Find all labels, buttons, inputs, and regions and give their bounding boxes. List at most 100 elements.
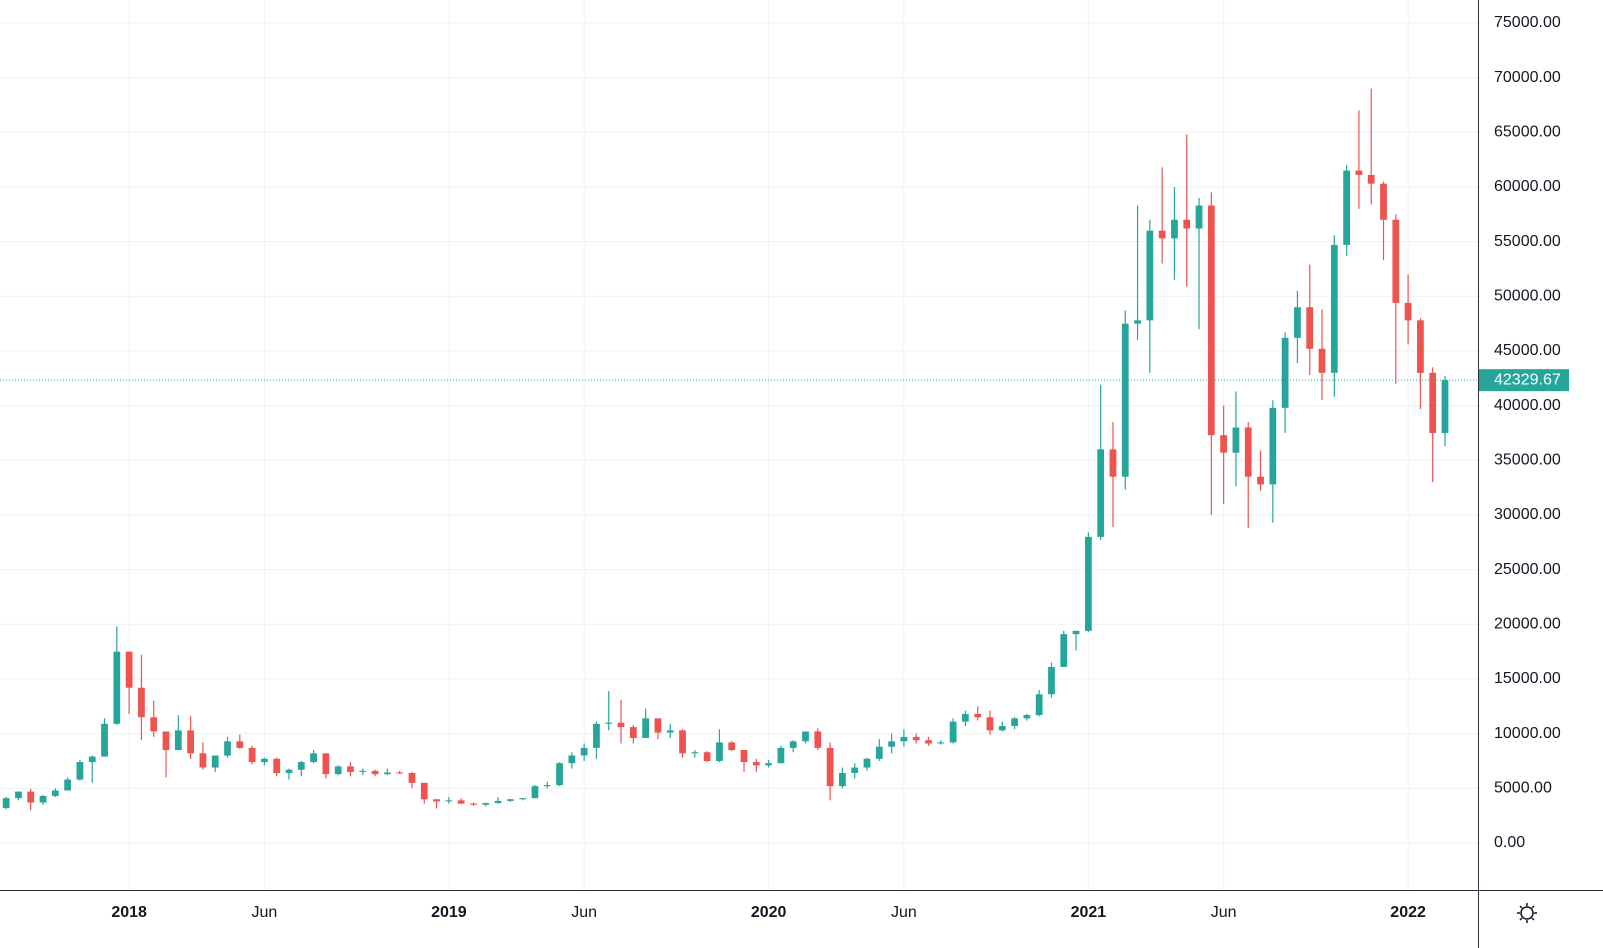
candle-body (1220, 435, 1228, 453)
candle-body (826, 747, 834, 787)
x-tick-label: 2022 (1390, 904, 1426, 921)
candle-body (752, 762, 760, 766)
candle-body (76, 762, 84, 780)
candle-body (679, 730, 686, 754)
candle-body (236, 741, 244, 748)
y-tick-label: 40000.00 (1494, 397, 1561, 414)
candle-body (445, 800, 453, 802)
candle-body (1380, 183, 1387, 220)
candle-body (1244, 427, 1252, 477)
candle-body (765, 763, 772, 766)
y-tick-label: 20000.00 (1494, 616, 1561, 633)
candle-body (347, 766, 354, 772)
candle-body (974, 713, 982, 718)
y-tick-label: 5000.00 (1494, 780, 1552, 797)
x-tick-label: Jun (1211, 904, 1237, 921)
candle-body (101, 723, 108, 757)
candle-body (789, 741, 797, 748)
candle-body (384, 772, 391, 775)
candle-body (334, 766, 342, 775)
candle-body (703, 752, 711, 761)
candle-body (261, 758, 268, 763)
candle-body (297, 762, 305, 770)
x-tick-label: 2021 (1071, 904, 1107, 921)
candle-body (716, 742, 723, 761)
candle-body (777, 747, 785, 764)
x-tick-label: Jun (891, 904, 917, 921)
gear-teeth (1517, 903, 1537, 923)
candle-body (125, 651, 133, 688)
candle-body (691, 752, 699, 754)
candle-body (273, 758, 281, 774)
candle-body (802, 731, 809, 742)
candle-body (617, 722, 625, 728)
y-tick-label: 75000.00 (1494, 14, 1561, 31)
y-tick-label: 0.00 (1494, 834, 1525, 851)
candle-body (1072, 630, 1080, 635)
candle-body (1355, 170, 1363, 175)
candle-body (605, 722, 613, 724)
candle-body (396, 772, 404, 774)
candle-body (629, 727, 637, 739)
candle-body (1171, 219, 1178, 239)
candle-body (2, 798, 10, 808)
candle-body (39, 795, 47, 803)
candle-body (1183, 219, 1191, 229)
gear-ring (1520, 906, 1534, 920)
candle-body (1023, 715, 1031, 719)
candle-body (1207, 205, 1215, 436)
candle-body (1281, 337, 1289, 408)
y-tick-label: 25000.00 (1494, 561, 1561, 578)
candle-body (1318, 348, 1326, 373)
y-tick-label: 30000.00 (1494, 506, 1561, 523)
y-tick-label: 55000.00 (1494, 233, 1561, 250)
candle-body (1048, 666, 1055, 695)
candle-body (494, 800, 502, 804)
candle-body (1084, 536, 1092, 631)
candle-body (531, 786, 539, 799)
candle-body (998, 725, 1006, 731)
y-tick-label: 50000.00 (1494, 288, 1561, 305)
candle-body (1134, 320, 1141, 324)
candle-body (580, 747, 588, 756)
x-tick-label: 2020 (751, 904, 787, 921)
y-tick-label: 35000.00 (1494, 452, 1561, 469)
y-tick-label: 10000.00 (1494, 725, 1561, 742)
candle-body (138, 687, 145, 718)
candle-body (851, 767, 859, 774)
candle-body (113, 651, 121, 724)
candle-body (962, 713, 969, 722)
candle-body (949, 721, 957, 743)
candle-body (937, 742, 945, 744)
x-tick-label: 2019 (431, 904, 467, 921)
last-price-label: 42329.67 (1494, 371, 1561, 388)
candle-body (888, 741, 895, 747)
candle-body (150, 717, 158, 732)
candle-body (457, 800, 465, 804)
candle-body (359, 770, 367, 772)
candle-body (27, 791, 35, 803)
y-tick-label: 60000.00 (1494, 178, 1561, 195)
candle-body (642, 718, 650, 739)
candle-body (728, 742, 736, 751)
candle-body (1294, 307, 1301, 338)
y-tick-label: 15000.00 (1494, 670, 1561, 687)
x-tick-label: 2018 (111, 904, 147, 921)
candle-body (248, 747, 256, 763)
candle-body (543, 785, 551, 787)
x-tick-label: Jun (252, 904, 278, 921)
candle-body (420, 782, 428, 800)
candle-body (1367, 174, 1375, 184)
candle-body (1011, 718, 1018, 726)
candle-body (1269, 407, 1277, 485)
candle-body (875, 746, 883, 759)
y-tick-label: 65000.00 (1494, 124, 1561, 141)
candle-body (1441, 380, 1449, 433)
settings-icon[interactable] (1517, 903, 1537, 923)
candle-body (187, 730, 194, 754)
candle-body (925, 740, 932, 744)
candle-body (1429, 372, 1437, 433)
candle-body (1392, 219, 1400, 303)
